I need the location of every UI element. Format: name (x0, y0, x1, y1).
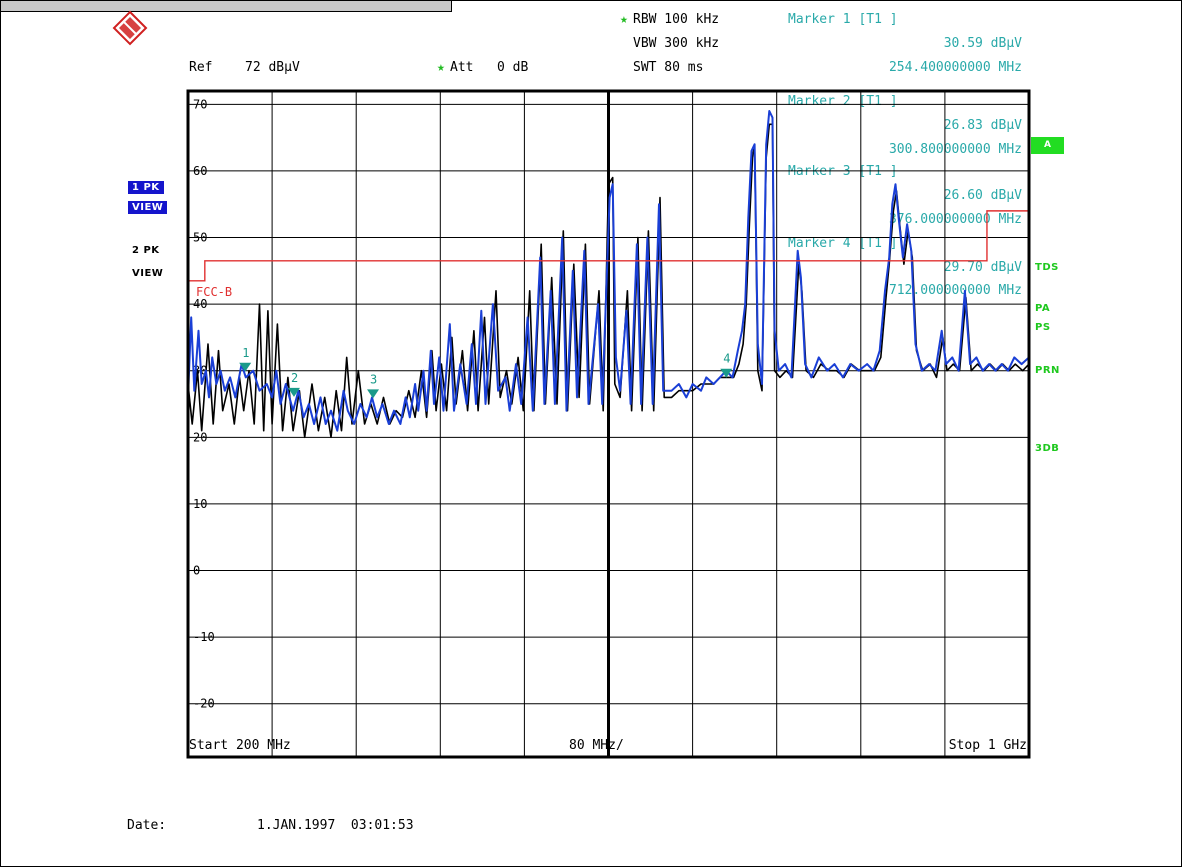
rbw-star-icon: ★ (620, 12, 628, 27)
trace-1-view-badge[interactable]: VIEW (128, 201, 168, 214)
marker-4-level: 29.70 dBµV (943, 260, 1022, 275)
y-tick-label: 0 (193, 564, 200, 578)
marker-1-level: 30.59 dBµV (943, 36, 1022, 51)
pa-label: PA (1035, 303, 1051, 314)
vbw-value: VBW 300 kHz (633, 36, 720, 51)
marker-3-label: 3 (370, 372, 377, 386)
y-tick-label: 10 (193, 497, 207, 511)
traces (187, 110, 1030, 439)
marker-3-icon (367, 389, 380, 399)
marker-3-freq: 376.000000000 MHz (888, 212, 1022, 227)
span-per-div: 80 MHz/ (569, 738, 624, 753)
a-badge[interactable]: A (1031, 137, 1064, 154)
trace-2-pk-label[interactable]: 2 PK (132, 245, 160, 256)
marker-1-title: Marker 1 [T1 ] (788, 12, 898, 27)
marker-1-label: 1 (242, 346, 249, 360)
marker-4-title: Marker 4 [T1 ] (788, 236, 898, 251)
trace-2-view-label[interactable]: VIEW (132, 268, 164, 279)
limit-line-label: FCC-B (196, 285, 232, 299)
limit-line-group: FCC-B (188, 210, 1029, 299)
att-value: Att 0 dB (450, 60, 529, 75)
ref-value: 72 dBµV (245, 60, 300, 75)
y-tick-label: -10 (193, 630, 215, 644)
marker-2-title: Marker 2 [T1 ] (788, 94, 898, 109)
marker-2-level: 26.83 dBµV (943, 118, 1022, 133)
marker-3-title: Marker 3 [T1 ] (788, 164, 898, 179)
title-tab-bar (1, 1, 452, 12)
att-star-icon: ★ (437, 60, 445, 75)
y-tick-label: 40 (193, 297, 207, 311)
date-value: 1.JAN.1997 03:01:53 (257, 818, 414, 833)
marker-1-icon (239, 362, 252, 372)
date-label: Date: (127, 818, 167, 833)
marker-2-freq: 300.800000000 MHz (888, 142, 1022, 157)
tds-label: TDS (1035, 262, 1059, 273)
marker-1-freq: 254.400000000 MHz (888, 60, 1022, 75)
rs-logo (112, 10, 148, 46)
start-frequency: Start 200 MHz (189, 738, 291, 753)
marker-3-level: 26.60 dBµV (943, 188, 1022, 203)
3db-label: 3DB (1035, 443, 1060, 454)
rbw-value: RBW 100 kHz (633, 12, 720, 27)
plot-border (186, 89, 1031, 759)
marker-glyphs: 1 2 3 4 (239, 346, 733, 399)
trace-2-line (187, 123, 1030, 439)
y-tick-label: 60 (193, 164, 207, 178)
marker-4-label: 4 (723, 352, 730, 366)
stop-frequency: Stop 1 GHz (948, 738, 1027, 753)
prn-label: PRN (1035, 365, 1060, 376)
marker-4-icon (720, 368, 733, 378)
trace-1-line (187, 110, 1030, 432)
limit-line (188, 210, 1029, 282)
y-tick-label: 20 (193, 430, 207, 444)
ps-label: PS (1035, 322, 1051, 333)
marker-2-icon (287, 387, 300, 397)
swt-value: SWT 80 ms (633, 60, 704, 75)
plot-grid (188, 91, 1029, 757)
y-tick-label: -20 (193, 697, 215, 711)
y-tick-label: 50 (193, 231, 207, 245)
trace-1-pk-badge[interactable]: 1 PK (128, 181, 164, 194)
ref-label: Ref (189, 60, 213, 75)
marker-2-label: 2 (291, 371, 298, 385)
y-tick-label: 70 (193, 97, 207, 111)
